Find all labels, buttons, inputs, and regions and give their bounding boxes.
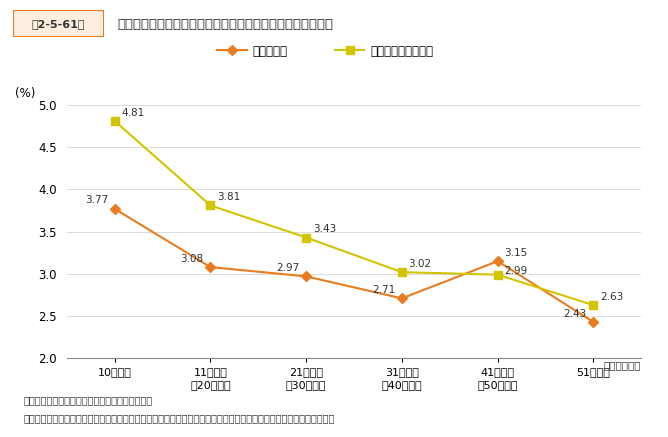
Text: 資料：経済産業省「企業活動基本調査」再編加工: 資料：経済産業省「企業活動基本調査」再編加工 [23,395,152,406]
Text: 3.81: 3.81 [217,192,240,202]
Text: 3.77: 3.77 [85,195,108,205]
Text: 3.15: 3.15 [504,248,528,258]
借入のある企業全体 [206,203,214,208]
無借金企業 [494,259,502,264]
Text: 3.08: 3.08 [180,254,204,264]
無借金企業 [206,264,214,270]
Text: 2.99: 2.99 [504,267,528,276]
無借金企業 [398,296,406,301]
Text: 第2-5-61図: 第2-5-61図 [31,19,86,28]
Text: （設立年数）: （設立年数） [604,361,641,371]
Text: 3.02: 3.02 [409,259,432,269]
FancyBboxPatch shape [13,10,104,37]
借入のある企業全体 [494,272,502,277]
Text: （注）　ここでいう投資比率とは、総資産に占める設備投資額（有形固定資産と無形固定資産の合計）の割合を指す。: （注） ここでいう投資比率とは、総資産に占める設備投資額（有形固定資産と無形固定… [23,413,335,423]
Line: 無借金企業: 無借金企業 [111,205,597,326]
Text: 4.81: 4.81 [122,108,145,118]
Text: 2.71: 2.71 [372,285,395,295]
Text: 2.63: 2.63 [600,292,623,302]
無借金企業 [302,274,310,279]
Legend: 無借金企業, 借入のある企業全体: 無借金企業, 借入のある企業全体 [212,40,438,62]
無借金企業 [589,319,597,325]
Text: 2.97: 2.97 [276,263,299,273]
Line: 借入のある企業全体: 借入のある企業全体 [111,117,597,309]
借入のある企業全体 [398,270,406,275]
Text: 3.43: 3.43 [313,224,336,234]
無借金企業 [111,206,119,212]
Text: (%): (%) [15,87,35,100]
Text: 設立年数、金融機関からの借入状況別にみた投資比率の割合: 設立年数、金融機関からの借入状況別にみた投資比率の割合 [117,18,333,31]
Text: 2.43: 2.43 [563,309,587,319]
借入のある企業全体 [589,302,597,308]
借入のある企業全体 [111,118,119,124]
借入のある企業全体 [302,235,310,240]
